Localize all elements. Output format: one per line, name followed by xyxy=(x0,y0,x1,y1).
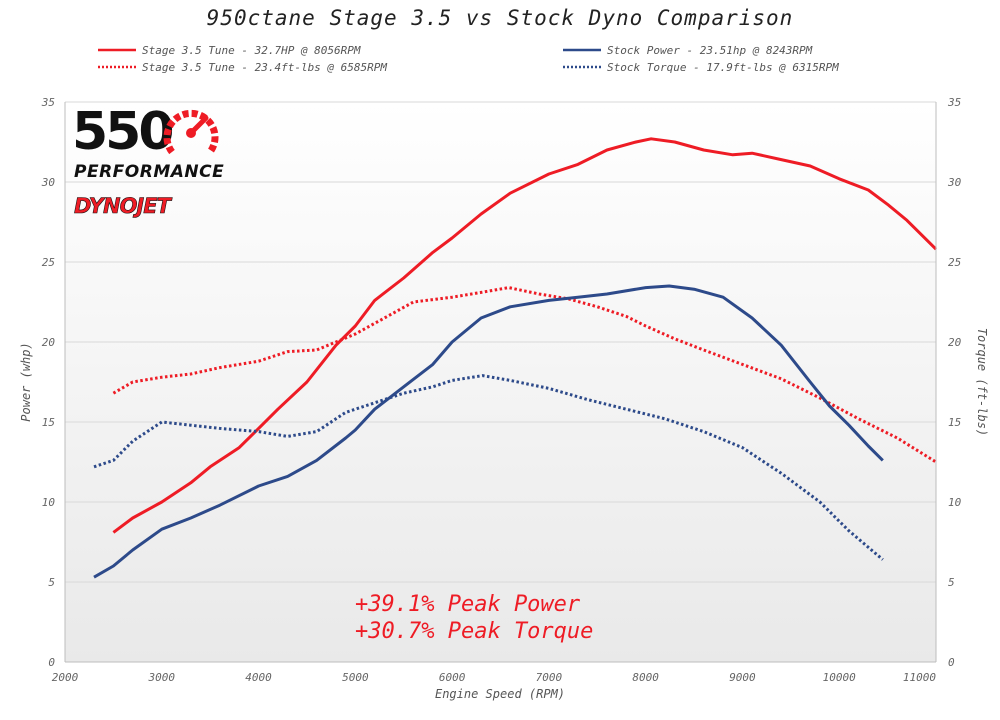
x-tick-label: 3000 xyxy=(148,671,176,684)
grid xyxy=(65,101,936,663)
logo-550: 550 xyxy=(72,102,175,162)
y-tick-label: 10 xyxy=(42,496,56,509)
y-tick-label: 25 xyxy=(42,256,55,269)
x-tick-label: 5000 xyxy=(342,671,369,684)
y2-tick-label: 15 xyxy=(948,416,961,429)
y2-tick-label: 30 xyxy=(947,176,962,189)
x-tick-label: 10000 xyxy=(823,671,856,684)
y2-axis-label: Torque (ft-lbs) xyxy=(975,328,989,436)
x-tick-label: 4000 xyxy=(245,671,272,684)
series-line-3 xyxy=(93,284,884,579)
y2-tick-label: 20 xyxy=(948,336,962,349)
y-tick-label: 0 xyxy=(48,656,55,669)
y-axis-label: Power (whp) xyxy=(19,342,33,421)
y2-tick-label: 10 xyxy=(948,496,962,509)
legend-label-3: Stock Power - 23.51hp @ 8243RPM xyxy=(607,44,813,57)
series-line-4 xyxy=(93,374,884,561)
logo-performance: PERFORMANCE xyxy=(74,162,225,182)
x-axis-label: Engine Speed (RPM) xyxy=(435,687,565,701)
legend-label-4: Stock Torque - 17.9ft-lbs @ 6315RPM xyxy=(607,61,839,74)
series-layer xyxy=(93,137,938,579)
legend: Stage 3.5 Tune - 32.7HP @ 8056RPM Stage 3… xyxy=(98,44,839,74)
y2-tick-label: 5 xyxy=(948,576,955,589)
annotation-peak-torque: +30.7% Peak Torque xyxy=(355,619,593,644)
y2-tick-label: 0 xyxy=(948,656,955,669)
chart-title: 950ctane Stage 3.5 vs Stock Dyno Compari… xyxy=(206,6,794,30)
plot-area xyxy=(65,102,936,662)
x-tick-label: 9000 xyxy=(729,671,756,684)
logo-dynojet: DYNOJET xyxy=(74,194,172,218)
y-tick-label: 20 xyxy=(42,336,56,349)
series-line-1 xyxy=(112,137,938,534)
y2-tick-label: 35 xyxy=(947,96,961,109)
x-tick-label: 6000 xyxy=(439,671,466,684)
y-tick-label: 35 xyxy=(41,96,55,109)
legend-label-1: Stage 3.5 Tune - 32.7HP @ 8056RPM xyxy=(142,44,361,57)
x-tick-label: 2000 xyxy=(52,671,79,684)
speedometer-icon xyxy=(163,109,219,155)
y2-tick-label: 25 xyxy=(948,256,961,269)
x-tick-label: 7000 xyxy=(536,671,563,684)
y-tick-label: 30 xyxy=(41,176,56,189)
x-tick-label: 11000 xyxy=(903,671,936,684)
axes: 0 0 5 5 10 10 15 15 20 20 25 25 30 30 35 35 2000 3000 4000… xyxy=(41,96,962,684)
y-tick-label: 5 xyxy=(48,576,55,589)
x-tick-label: 8000 xyxy=(632,671,659,684)
annotation-peak-power: +39.1% Peak Power xyxy=(355,592,581,617)
y-tick-label: 15 xyxy=(42,416,55,429)
legend-label-2: Stage 3.5 Tune - 23.4ft-lbs @ 6585RPM xyxy=(142,61,387,74)
